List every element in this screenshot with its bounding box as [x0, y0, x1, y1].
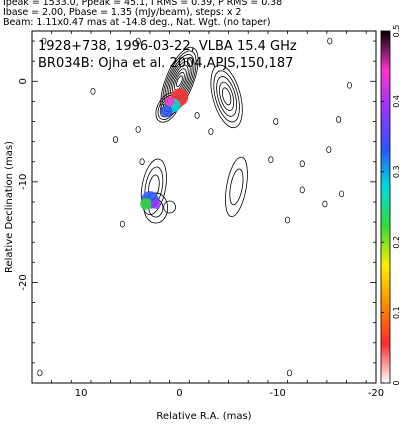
noise-contour — [327, 37, 333, 45]
plot-frame — [31, 30, 377, 384]
polarization-patch — [164, 96, 175, 107]
noise-contour — [119, 220, 125, 228]
y-tick-label: -20 — [18, 274, 29, 290]
colorbar — [380, 30, 391, 384]
x-tick-label: -20 — [368, 388, 384, 399]
contour-level — [213, 70, 240, 123]
plot-title: 1928+738, 1996-03-22, VLBA 15.4 GHz — [38, 39, 297, 54]
noise-contour — [41, 37, 47, 45]
y-axis-label: Relative Declination (mas) — [4, 141, 15, 273]
noise-contour — [135, 126, 141, 133]
polarization-patch — [160, 105, 173, 118]
polarization-patch — [140, 198, 152, 210]
noise-contour — [268, 156, 274, 164]
contour-level — [219, 81, 235, 111]
noise-contour — [139, 158, 145, 166]
colorbar-tick-label: 0.5 — [392, 25, 401, 38]
noise-contour — [112, 136, 119, 143]
noise-contour — [284, 216, 291, 224]
noise-contour — [299, 160, 305, 168]
noise-contour — [322, 200, 328, 208]
polarization-patch — [150, 199, 161, 209]
noise-contour — [326, 146, 332, 154]
contour-level — [174, 71, 185, 91]
noise-contour — [135, 37, 141, 45]
noise-contour — [339, 190, 345, 198]
colorbar-tick-label: 0.1 — [392, 306, 401, 319]
noise-contour — [286, 369, 293, 377]
header-line-3: Beam: 1.11x0.47 mas at -14.8 deg., Nat. … — [3, 17, 271, 28]
contour-level — [210, 64, 243, 129]
contour-level — [225, 156, 248, 218]
noise-contour — [299, 186, 305, 194]
y-tick-label: -10 — [18, 174, 29, 190]
x-axis-label: Relative R.A. (mas) — [156, 411, 251, 422]
x-tick-label: 0 — [176, 388, 182, 399]
y-tick-label: 0 — [18, 78, 29, 84]
color-map-layer — [140, 88, 189, 210]
header-line-2: Ibase = 2.00, Pbase = 1.35 (mJy/beam), s… — [3, 7, 242, 18]
contour-level — [163, 200, 176, 214]
contour-level — [229, 168, 244, 206]
colorbar-tick-label: 0 — [392, 380, 401, 385]
x-tick-label: 10 — [75, 388, 88, 399]
contour-level — [140, 158, 167, 216]
contour-level — [176, 75, 183, 88]
contour-level — [216, 76, 237, 117]
contour-level — [221, 87, 232, 106]
header-line-1: Ipeak = 1533.0, Ppeak = 45.1, I RMS = 0.… — [3, 0, 283, 8]
axes: 10 0 -10 -20 0 -10 -20 — [18, 31, 384, 399]
noise-contour — [37, 369, 43, 377]
noise-contour — [336, 116, 342, 123]
noise-contour — [346, 81, 353, 89]
noise-contour — [194, 112, 200, 119]
colorbar-tick-label: 0.4 — [392, 95, 401, 108]
x-tick-label: -10 — [270, 388, 286, 399]
colorbar-tick-label: 0.2 — [392, 236, 401, 249]
colorbar-tick-label: 0.3 — [392, 165, 401, 178]
noise-contour — [273, 118, 279, 125]
contour-layer — [37, 37, 353, 377]
colorbar-ticks: 0 0.1 0.2 0.3 0.4 0.5 — [381, 25, 401, 386]
noise-contour — [208, 128, 214, 135]
noise-contour — [90, 87, 96, 95]
plot-subtitle: BR034B: Ojha et al. 2004,APJS,150,187 — [38, 56, 293, 71]
